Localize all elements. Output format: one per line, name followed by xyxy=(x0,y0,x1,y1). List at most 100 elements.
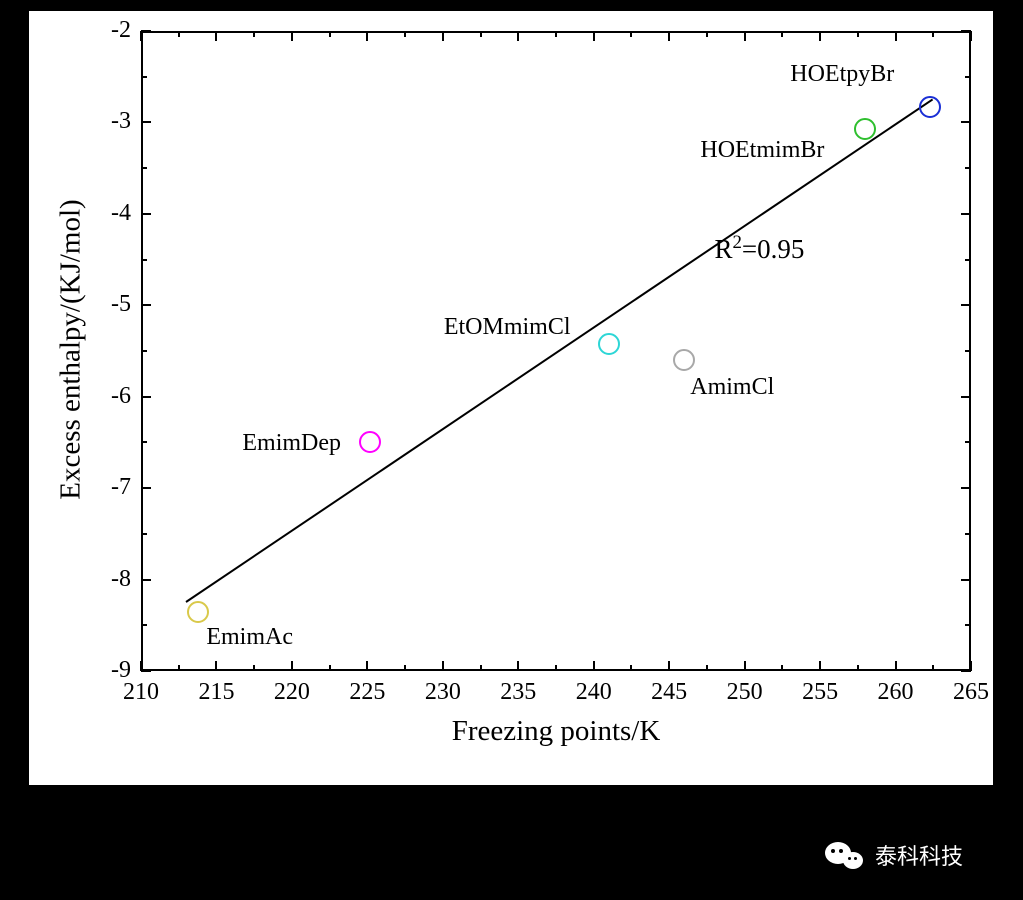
point-label-hoetmimbr: HOEtmimBr xyxy=(700,137,824,164)
y-tick xyxy=(141,579,151,581)
y-minor-tick xyxy=(141,167,147,169)
x-minor-tick xyxy=(630,665,632,671)
data-point-hoetmimbr xyxy=(854,118,876,140)
y-minor-tick-right xyxy=(965,350,971,352)
x-tick-top xyxy=(744,31,746,41)
y-minor-tick-right xyxy=(965,167,971,169)
x-minor-tick xyxy=(480,665,482,671)
x-tick-top xyxy=(366,31,368,41)
y-minor-tick-right xyxy=(965,441,971,443)
x-minor-tick-top xyxy=(253,31,255,37)
x-tick xyxy=(593,661,595,671)
y-tick-label: -9 xyxy=(91,657,131,684)
x-tick xyxy=(744,661,746,671)
x-tick-top xyxy=(668,31,670,41)
y-tick xyxy=(141,304,151,306)
y-tick xyxy=(141,396,151,398)
y-tick-right xyxy=(961,487,971,489)
x-tick xyxy=(291,661,293,671)
y-tick-label: -5 xyxy=(91,291,131,318)
x-tick xyxy=(819,661,821,671)
data-point-etommimcl xyxy=(598,333,620,355)
x-tick-top xyxy=(215,31,217,41)
x-tick xyxy=(442,661,444,671)
y-minor-tick-right xyxy=(965,259,971,261)
x-minor-tick xyxy=(178,665,180,671)
data-point-hoetpybr xyxy=(919,96,941,118)
x-minor-tick xyxy=(404,665,406,671)
x-tick-top xyxy=(593,31,595,41)
x-tick-top xyxy=(819,31,821,41)
y-tick xyxy=(141,670,151,672)
x-tick-top xyxy=(291,31,293,41)
x-minor-tick-top xyxy=(480,31,482,37)
y-tick-right xyxy=(961,213,971,215)
y-minor-tick-right xyxy=(965,533,971,535)
point-label-emimdep: EmimDep xyxy=(242,430,341,457)
x-minor-tick xyxy=(555,665,557,671)
x-tick xyxy=(517,661,519,671)
y-tick-label: -2 xyxy=(91,17,131,44)
data-point-emimdep xyxy=(359,431,381,453)
data-point-emimac xyxy=(187,601,209,623)
watermark: 泰科科技 xyxy=(825,838,963,872)
x-tick-label: 220 xyxy=(262,679,322,706)
x-tick-label: 225 xyxy=(337,679,397,706)
x-tick-label: 260 xyxy=(866,679,926,706)
y-minor-tick xyxy=(141,533,147,535)
x-tick-top xyxy=(517,31,519,41)
point-label-emimac: EmimAc xyxy=(206,624,293,651)
y-tick-right xyxy=(961,579,971,581)
y-tick xyxy=(141,487,151,489)
y-tick xyxy=(141,30,151,32)
y-tick-right xyxy=(961,30,971,32)
data-point-amimcl xyxy=(673,349,695,371)
x-minor-tick xyxy=(329,665,331,671)
y-tick xyxy=(141,121,151,123)
x-tick-label: 215 xyxy=(186,679,246,706)
r-squared-annotation: R2=0.95 xyxy=(714,232,804,265)
point-label-etommimcl: EtOMmimCl xyxy=(444,314,571,341)
y-axis-label: Excess enthalpy/(KJ/mol) xyxy=(55,30,88,670)
x-minor-tick-top xyxy=(706,31,708,37)
y-tick-right xyxy=(961,670,971,672)
x-tick-top xyxy=(970,31,972,41)
x-tick-top xyxy=(895,31,897,41)
point-label-hoetpybr: HOEtpyBr xyxy=(790,61,894,88)
x-minor-tick-top xyxy=(178,31,180,37)
x-tick-top xyxy=(442,31,444,41)
x-minor-tick-top xyxy=(555,31,557,37)
x-tick xyxy=(668,661,670,671)
y-tick-label: -7 xyxy=(91,474,131,501)
x-tick-top xyxy=(140,31,142,41)
x-minor-tick-top xyxy=(404,31,406,37)
x-tick-label: 235 xyxy=(488,679,548,706)
y-tick-right xyxy=(961,304,971,306)
trend-line xyxy=(186,99,934,604)
x-tick-label: 240 xyxy=(564,679,624,706)
y-minor-tick-right xyxy=(965,76,971,78)
x-tick xyxy=(366,661,368,671)
watermark-text: 泰科科技 xyxy=(875,839,963,871)
y-minor-tick xyxy=(141,350,147,352)
y-tick xyxy=(141,213,151,215)
y-minor-tick-right xyxy=(965,624,971,626)
point-label-amimcl: AmimCl xyxy=(690,374,774,401)
y-minor-tick xyxy=(141,259,147,261)
y-tick-label: -4 xyxy=(91,200,131,227)
y-minor-tick xyxy=(141,441,147,443)
x-minor-tick xyxy=(781,665,783,671)
y-tick-label: -8 xyxy=(91,566,131,593)
y-tick-label: -6 xyxy=(91,383,131,410)
x-axis-label: Freezing points/K xyxy=(141,715,971,748)
y-minor-tick xyxy=(141,76,147,78)
x-minor-tick xyxy=(932,665,934,671)
x-tick-label: 250 xyxy=(715,679,775,706)
plot-area: 210215220225230235240245250255260265-9-8… xyxy=(141,31,971,671)
x-minor-tick-top xyxy=(857,31,859,37)
y-tick-right xyxy=(961,396,971,398)
x-minor-tick xyxy=(706,665,708,671)
x-minor-tick xyxy=(857,665,859,671)
y-tick-right xyxy=(961,121,971,123)
x-tick-label: 255 xyxy=(790,679,850,706)
